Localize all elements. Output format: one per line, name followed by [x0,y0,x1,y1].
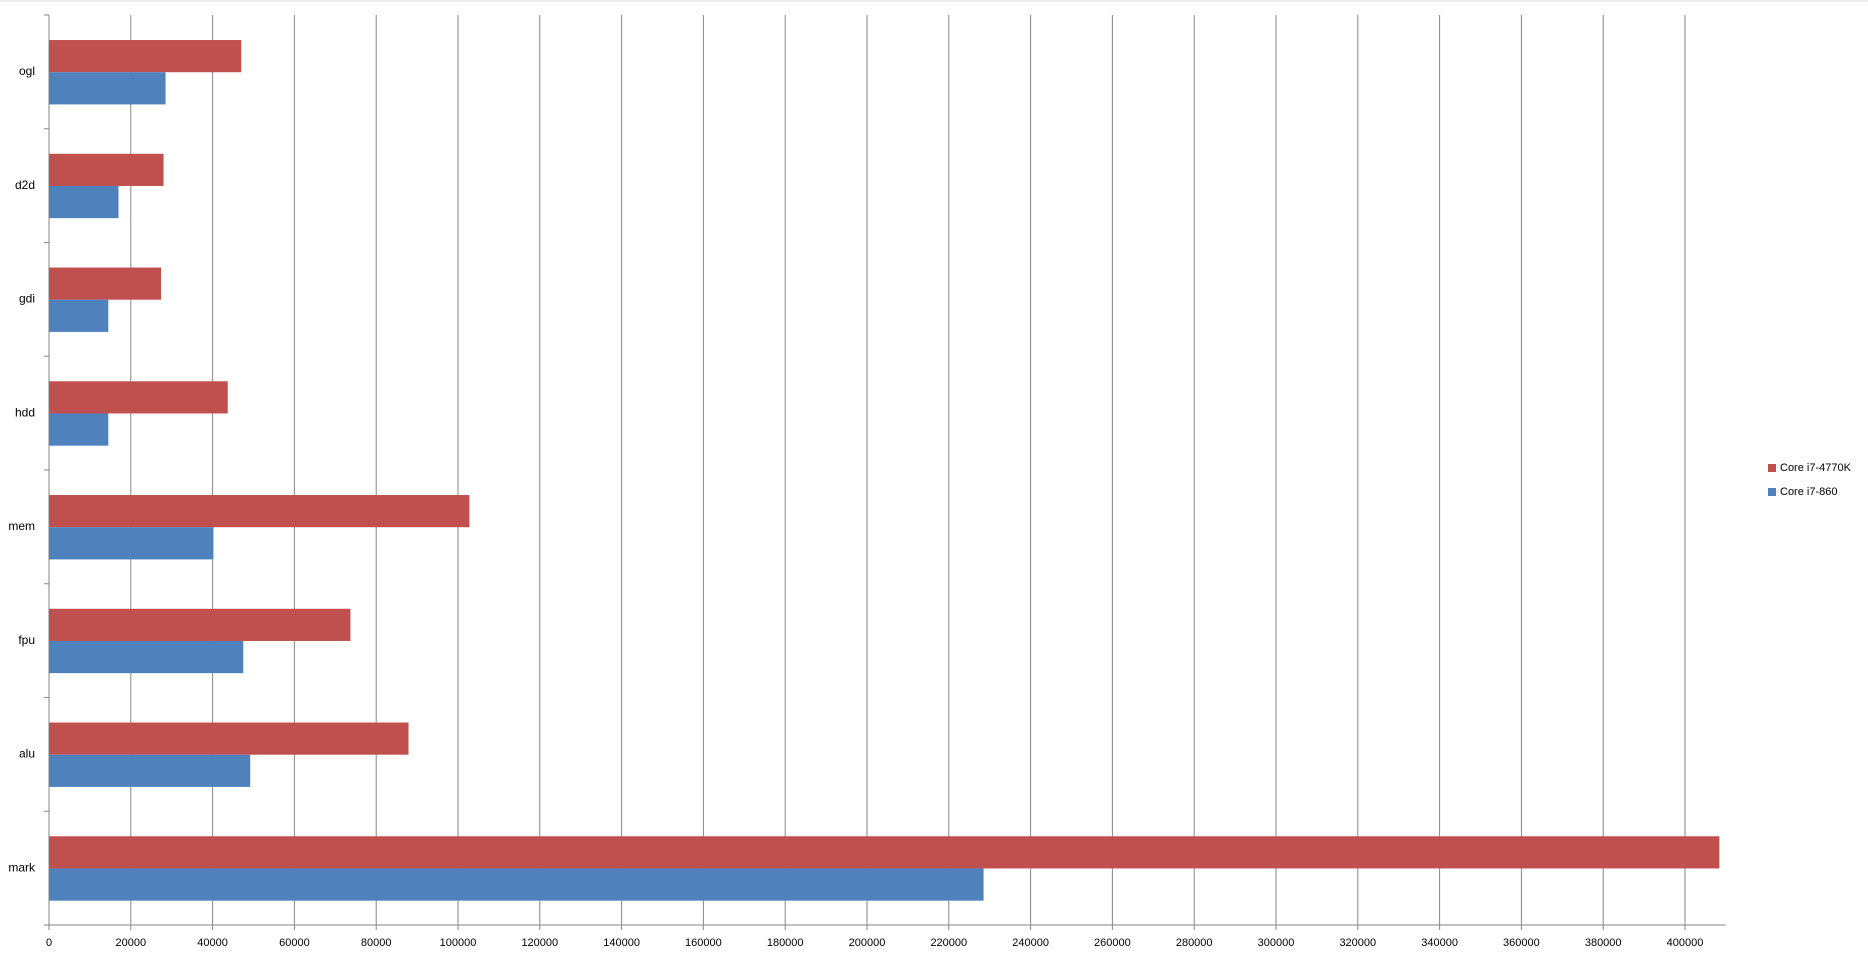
legend-swatch [1768,488,1776,496]
legend-label: Core i7-4770K [1780,462,1852,474]
bar [49,640,244,674]
x-tick-label: 400000 [1667,937,1704,949]
x-tick-label: 320000 [1339,937,1376,949]
x-tick-label: 240000 [1012,937,1049,949]
x-tick-label: 260000 [1094,937,1131,949]
x-tick-label: 40000 [197,937,228,949]
x-tick-label: 380000 [1585,937,1622,949]
x-tick-label: 120000 [521,937,558,949]
bar [49,527,214,560]
bar [49,153,164,186]
bar [49,72,166,105]
x-tick-label: 60000 [279,937,310,949]
x-tick-label: 20000 [116,937,147,949]
bar [49,185,119,219]
bar [49,868,984,901]
x-tick-label: 100000 [440,937,477,949]
bar [49,754,251,787]
x-tick-label: 300000 [1258,937,1295,949]
x-tick-label: 140000 [603,937,640,949]
x-tick-label: 80000 [361,937,392,949]
bar [49,722,409,755]
y-tick-label: fpu [18,633,35,647]
x-tick-label: 200000 [849,937,886,949]
x-tick-label: 0 [46,937,52,949]
bar [49,608,351,641]
legend-label: Core i7-860 [1780,486,1837,498]
y-tick-label: mem [8,519,35,533]
x-tick-label: 160000 [685,937,722,949]
bar [49,413,109,446]
bar [49,495,470,528]
y-tick-label: hdd [15,405,35,419]
y-tick-label: d2d [15,178,35,192]
x-tick-label: 180000 [767,937,804,949]
bar [49,381,228,414]
bar [49,836,1720,869]
y-tick-label: gdi [19,292,35,306]
x-tick-label: 280000 [1176,937,1213,949]
bar [49,267,162,300]
bar [49,299,109,332]
y-tick-label: mark [8,860,36,874]
legend-swatch [1768,464,1776,472]
y-tick-label: ogl [19,64,35,78]
y-tick-label: alu [19,747,35,761]
x-tick-label: 360000 [1503,937,1540,949]
x-tick-label: 220000 [930,937,967,949]
x-tick-label: 340000 [1421,937,1458,949]
bar [49,40,242,73]
